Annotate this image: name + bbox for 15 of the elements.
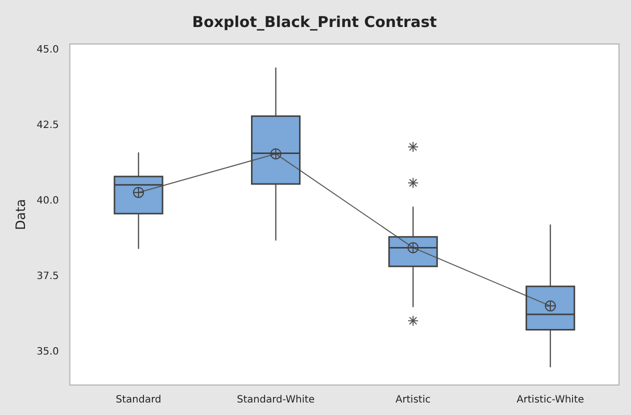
x-tick-label: Standard-White bbox=[236, 394, 315, 406]
y-tick-label: 40.0 bbox=[36, 196, 59, 207]
point bbox=[544, 300, 556, 312]
x-tick-label: Artistic-White bbox=[516, 394, 584, 406]
x-tick-label: Artistic bbox=[396, 394, 431, 406]
point bbox=[270, 148, 282, 160]
point bbox=[408, 242, 419, 254]
point bbox=[133, 186, 144, 198]
chart-title: Boxplot_Black_Print Contrast bbox=[192, 12, 437, 31]
y-axis-title: Data bbox=[14, 198, 30, 230]
y-tick-label: 37.5 bbox=[36, 270, 59, 282]
y-tick-label: 35.0 bbox=[36, 346, 59, 358]
y-tick-label: 45.0 bbox=[36, 44, 59, 56]
x-tick-label: Standard bbox=[116, 394, 162, 406]
y-tick-label: 42.5 bbox=[36, 120, 59, 132]
